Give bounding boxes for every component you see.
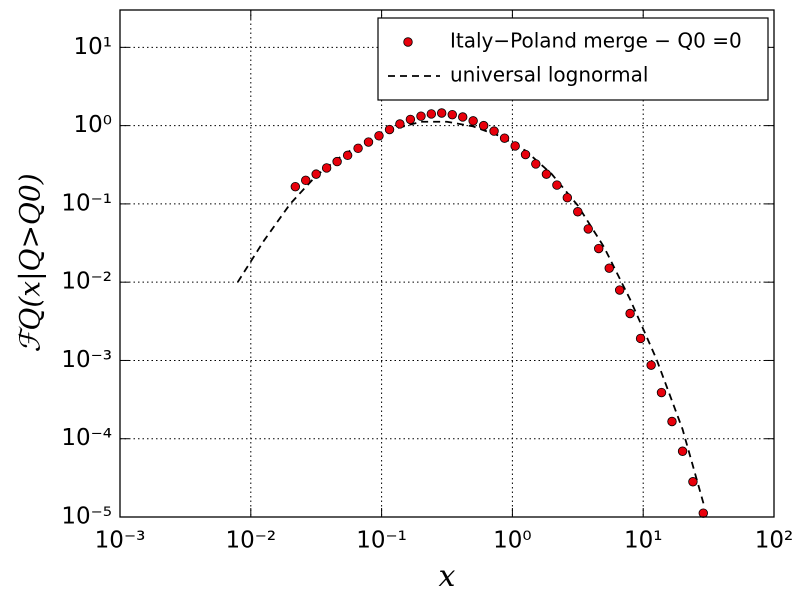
data-point [499, 133, 510, 143]
data-point [426, 109, 437, 119]
x-tick-label: 10⁻² [225, 528, 276, 554]
y-tick-label: 10¹ [74, 34, 113, 60]
data-point [374, 131, 384, 141]
data-point [688, 477, 698, 487]
data-point [604, 263, 614, 273]
data-point [405, 114, 416, 125]
data-point [321, 163, 332, 173]
data-point [562, 192, 573, 203]
data-point [353, 143, 363, 154]
y-tick-label: 10⁻⁴ [61, 425, 112, 451]
data-point [416, 111, 426, 121]
data-point [436, 108, 447, 118]
data-point [332, 156, 342, 167]
data-point [531, 159, 541, 169]
x-tick-label: 10⁻³ [95, 528, 146, 554]
data-point [656, 387, 667, 398]
data-point [290, 181, 301, 192]
data-point [573, 207, 583, 217]
data-point [384, 124, 395, 135]
data-point [677, 446, 688, 456]
data-point [625, 308, 635, 319]
data-point [395, 119, 405, 129]
data-point [447, 109, 457, 120]
y-axis-label: ℱQ(x|Q>Q0) [14, 173, 47, 352]
x-tick-label: 10² [755, 528, 794, 554]
data-point [478, 120, 489, 131]
plot-frame [119, 9, 775, 518]
data-point [646, 360, 656, 370]
data-point [311, 169, 321, 179]
data-point [468, 116, 478, 126]
legend-label: universal lognormal [450, 63, 648, 87]
x-tick-label: 10⁻¹ [356, 528, 407, 554]
y-tick-label: 10⁻² [61, 269, 112, 295]
data-point [583, 224, 593, 234]
data-point [510, 141, 520, 151]
legend-box [377, 17, 769, 101]
data-point [614, 285, 625, 295]
y-tick-label: 10⁻⁵ [61, 504, 112, 530]
data-point [458, 112, 468, 122]
data-point [635, 333, 646, 344]
data-point [698, 508, 708, 518]
data-point [552, 180, 562, 190]
x-axis-label: x [439, 559, 456, 594]
data-point [301, 175, 311, 186]
y-tick-label: 10⁻¹ [61, 190, 112, 216]
data-point [342, 150, 353, 161]
data-point [520, 149, 531, 160]
x-tick-label: 10⁰ [493, 528, 532, 554]
data-point [541, 169, 552, 179]
legend-label: Italy−Poland merge − Q0 =0 [450, 29, 742, 53]
data-point [594, 243, 604, 254]
x-tick-label: 10¹ [624, 528, 663, 554]
data-point [667, 416, 677, 427]
data-point [489, 126, 499, 136]
y-tick-label: 10⁻³ [61, 347, 112, 373]
y-tick-label: 10⁰ [74, 112, 113, 138]
legend-swatch [403, 37, 413, 47]
data-point [363, 137, 374, 147]
